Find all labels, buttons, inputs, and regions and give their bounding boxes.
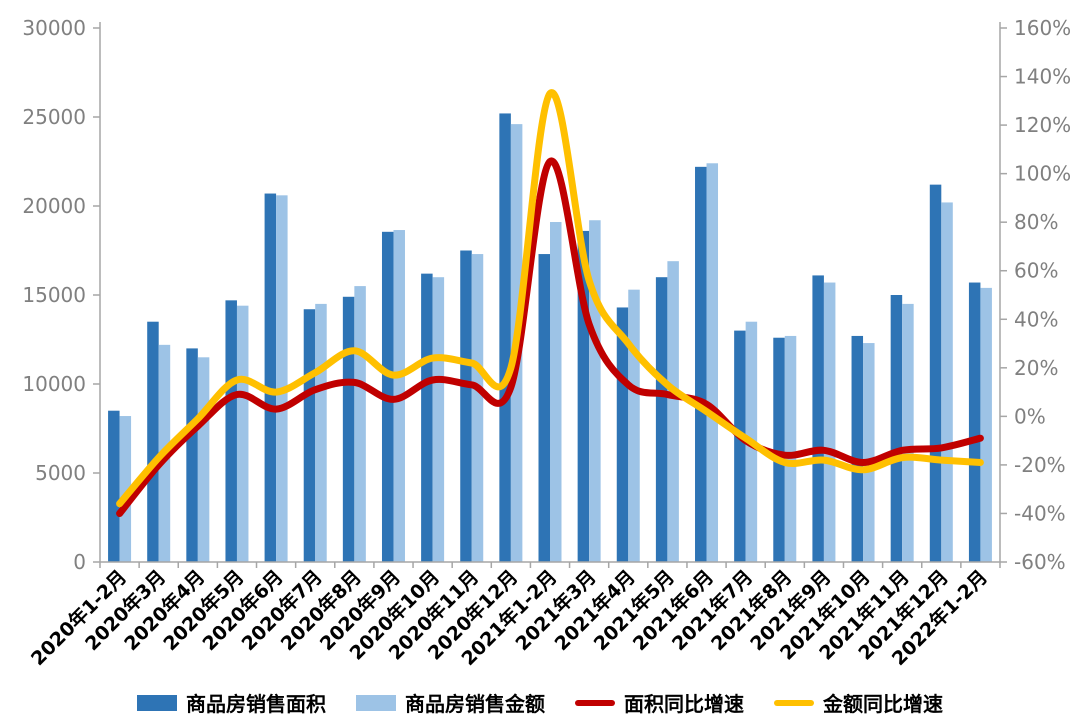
bar [773, 337, 785, 562]
bar [577, 230, 590, 563]
bar [890, 295, 903, 562]
x-axis-labels: 2020年1-2月2020年3月2020年4月2020年5月2020年6月202… [26, 565, 992, 670]
right-axis-tick-label: 160% [1014, 16, 1071, 40]
sales-amount-swatch-icon [356, 694, 396, 711]
amount-growth-line [116, 89, 984, 508]
left-axis-labels: 0 5000 10000 15000 20000 25000 30000 [22, 16, 86, 574]
right-axis-tick-label: 0% [1014, 404, 1046, 428]
right-axis-tick-label: -60% [1014, 550, 1066, 574]
right-axis-tick-label: -40% [1014, 501, 1066, 525]
bar [119, 416, 132, 562]
bar [812, 275, 824, 562]
area-growth-line [116, 157, 984, 517]
bar [432, 277, 445, 562]
bar [147, 321, 159, 562]
bar [616, 307, 629, 562]
bar [236, 305, 249, 562]
bar [667, 261, 679, 562]
amount-growth-line-swatch-icon [774, 699, 814, 706]
legend-item-area-growth: 面积同比增速 [575, 688, 744, 717]
bar [968, 282, 981, 562]
bar [264, 193, 277, 563]
bar [225, 300, 237, 562]
legend-label-area-growth: 面积同比增速 [624, 692, 744, 716]
left-axis-tick-label: 10000 [22, 372, 86, 396]
left-axis-tick-label: 0 [73, 550, 86, 574]
bar [303, 309, 316, 562]
legend: 商品房销售面积 商品房销售金额 面积同比增速 金额同比增速 [0, 688, 1080, 717]
bar [460, 250, 472, 562]
bar [471, 254, 484, 562]
left-axis-tick-label: 30000 [22, 16, 86, 40]
bar [695, 166, 707, 562]
legend-item-sales-amount: 商品房销售金额 [356, 688, 545, 717]
left-axis-tick-label: 5000 [35, 461, 86, 485]
right-axis-labels: -60% -40% -20% 0% 20% 40% 60% 80% 100% 120% 140% 16… [1014, 16, 1071, 574]
bar [108, 410, 120, 562]
axes [93, 22, 1007, 568]
bar [929, 184, 942, 562]
right-axis-tick-label: 60% [1014, 259, 1058, 283]
bar [734, 330, 746, 562]
legend-label-sales-area: 商品房销售面积 [186, 692, 326, 716]
bar [421, 273, 433, 562]
legend-item-amount-growth: 金额同比增速 [774, 688, 943, 717]
bar [186, 348, 198, 562]
right-axis-tick-label: 140% [1014, 65, 1071, 89]
right-axis-tick-label: 40% [1014, 307, 1058, 331]
right-axis-tick-label: -20% [1014, 453, 1066, 477]
right-axis-tick-label: 100% [1014, 162, 1071, 186]
bar [589, 220, 601, 563]
right-axis-tick-label: 120% [1014, 113, 1071, 137]
bar [276, 195, 288, 562]
bar [784, 335, 797, 562]
bar [550, 222, 562, 562]
bar [342, 296, 355, 562]
legend-item-sales-area: 商品房销售面积 [137, 688, 326, 717]
legend-label-sales-amount: 商品房销售金额 [405, 692, 545, 716]
bar [628, 289, 640, 562]
bar [863, 343, 875, 562]
left-axis-tick-label: 15000 [22, 283, 86, 307]
bar [980, 287, 992, 562]
bar [538, 254, 550, 562]
bar [902, 303, 914, 562]
bar [941, 202, 953, 562]
area-growth-line-swatch-icon [575, 699, 615, 706]
bar [706, 163, 719, 562]
bar [197, 357, 210, 562]
right-axis-tick-label: 80% [1014, 210, 1058, 234]
bar [823, 282, 836, 562]
sales-area-swatch-icon [137, 694, 177, 711]
bar [354, 286, 366, 562]
bar [315, 303, 327, 562]
bar [499, 113, 511, 562]
left-axis-tick-label: 25000 [22, 105, 86, 129]
left-axis-tick-label: 20000 [22, 194, 86, 218]
right-axis-tick-label: 20% [1014, 356, 1058, 380]
bar [851, 335, 864, 562]
legend-label-amount-growth: 金额同比增速 [823, 692, 943, 716]
bar [655, 277, 668, 562]
